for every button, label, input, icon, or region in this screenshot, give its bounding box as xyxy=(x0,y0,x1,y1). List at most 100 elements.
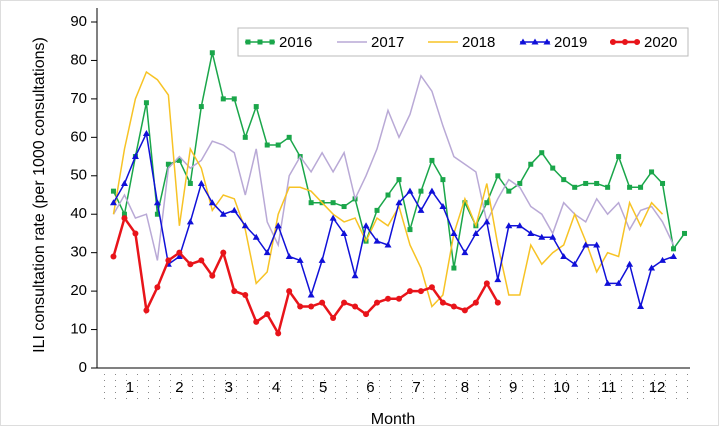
marker xyxy=(330,315,337,322)
series-line xyxy=(112,70,664,308)
x-tick-label: 7 xyxy=(412,379,420,396)
marker xyxy=(175,253,183,260)
marker xyxy=(495,173,501,179)
marker xyxy=(308,303,315,310)
marker xyxy=(428,187,436,194)
marker xyxy=(615,279,623,286)
marker xyxy=(257,39,263,45)
y-tick-label: 20 xyxy=(70,282,87,299)
marker xyxy=(143,307,150,314)
marker xyxy=(264,311,271,318)
y-tick-label: 90 xyxy=(70,13,87,30)
marker xyxy=(494,276,502,283)
marker xyxy=(395,199,403,206)
marker xyxy=(384,241,392,248)
marker xyxy=(198,104,204,110)
marker xyxy=(132,230,139,237)
marker xyxy=(263,249,271,256)
x-tick-label: 9 xyxy=(509,379,517,396)
marker xyxy=(110,253,117,260)
marker xyxy=(516,222,524,229)
y-tick-label: 70 xyxy=(70,90,87,107)
marker xyxy=(269,39,275,45)
marker xyxy=(670,253,678,260)
marker xyxy=(186,218,194,225)
marker xyxy=(363,311,370,318)
marker xyxy=(121,215,128,222)
marker xyxy=(318,256,326,263)
marker xyxy=(154,211,160,217)
marker xyxy=(231,288,238,295)
marker xyxy=(341,204,347,210)
marker xyxy=(539,150,545,156)
x-tick-label: 8 xyxy=(461,379,469,396)
marker xyxy=(319,299,326,306)
marker xyxy=(308,200,314,206)
marker xyxy=(505,222,513,229)
marker xyxy=(395,295,402,302)
marker xyxy=(275,330,282,337)
marker xyxy=(428,284,435,291)
x-tick-label: 11 xyxy=(601,379,617,396)
marker xyxy=(340,229,348,236)
legend-label: 2019 xyxy=(554,34,587,51)
marker xyxy=(682,230,688,236)
marker xyxy=(472,299,479,306)
marker xyxy=(197,179,205,186)
marker xyxy=(626,260,634,267)
marker xyxy=(209,50,215,56)
marker xyxy=(648,264,656,271)
marker xyxy=(638,184,644,190)
marker xyxy=(622,39,628,45)
marker xyxy=(484,200,490,206)
marker xyxy=(634,39,640,45)
marker xyxy=(531,38,539,45)
marker xyxy=(110,188,116,194)
marker xyxy=(605,184,611,190)
marker xyxy=(297,303,304,310)
marker xyxy=(373,237,381,244)
y-tick-label: 10 xyxy=(70,321,87,338)
marker xyxy=(543,38,551,45)
x-tick-label: 4 xyxy=(272,379,280,396)
y-tick-label: 80 xyxy=(70,51,87,68)
x-tick-label: 2 xyxy=(175,379,183,396)
marker xyxy=(220,249,227,256)
marker xyxy=(220,96,226,102)
marker xyxy=(362,222,370,229)
marker xyxy=(527,229,535,236)
marker xyxy=(242,134,248,140)
marker xyxy=(517,180,523,186)
marker xyxy=(604,279,612,286)
marker xyxy=(385,295,392,302)
marker xyxy=(561,177,567,183)
marker xyxy=(406,288,413,295)
marker xyxy=(209,272,216,279)
marker xyxy=(330,200,336,206)
marker xyxy=(494,299,501,306)
marker xyxy=(407,227,413,233)
marker xyxy=(461,307,468,314)
x-tick-label: 12 xyxy=(649,379,666,396)
marker xyxy=(187,180,193,186)
marker xyxy=(483,218,491,225)
marker xyxy=(154,284,161,291)
x-tick-label: 6 xyxy=(366,379,374,396)
marker xyxy=(120,179,128,186)
marker xyxy=(286,288,293,295)
marker xyxy=(429,157,435,163)
marker xyxy=(560,253,568,260)
marker xyxy=(245,39,251,45)
y-axis-label: ILI consultation rate (per 1000 consulta… xyxy=(31,37,48,353)
marker xyxy=(296,256,304,263)
marker xyxy=(450,229,458,236)
y-tick-label: 50 xyxy=(70,167,87,184)
marker xyxy=(274,222,282,229)
series-line xyxy=(112,74,675,261)
marker xyxy=(439,203,447,210)
marker xyxy=(396,177,402,183)
marker xyxy=(176,249,183,256)
marker xyxy=(253,318,260,325)
marker xyxy=(176,157,182,163)
